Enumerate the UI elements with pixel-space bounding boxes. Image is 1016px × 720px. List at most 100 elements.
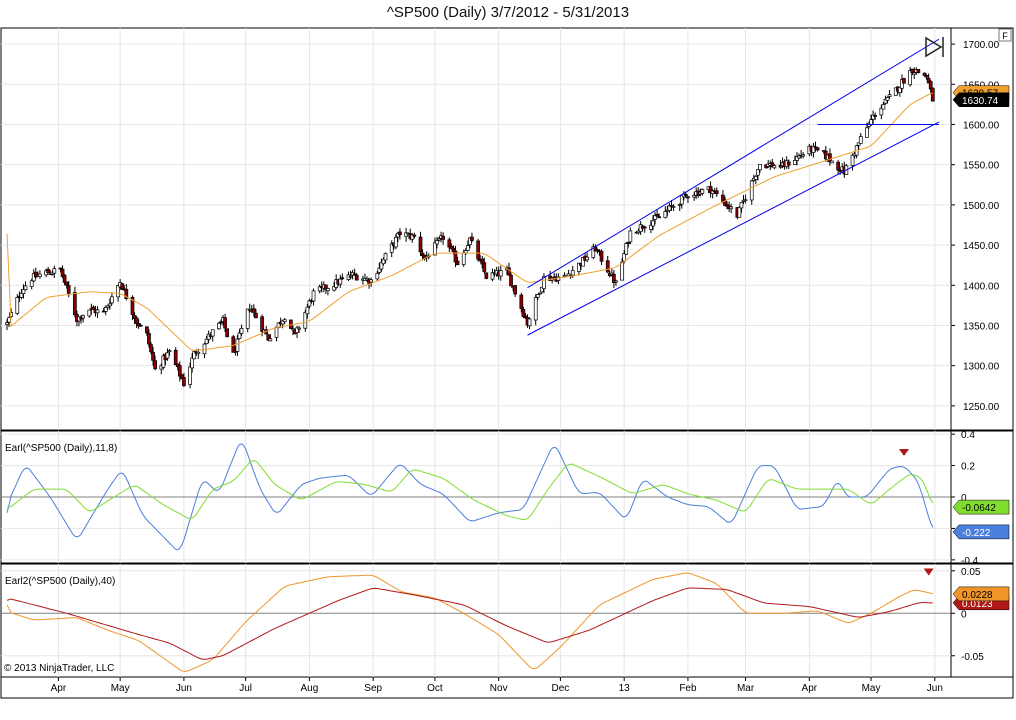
candle [210,329,215,342]
candle [38,270,42,279]
candle-body [223,317,227,329]
candle-body [642,226,647,229]
series-b-value-badge-text: 0.0123 [962,599,993,610]
candle-body [420,252,425,257]
candle [132,312,137,325]
candle-body [375,273,380,280]
candle-body [177,365,182,377]
panel-frames [0,27,1014,699]
candle [375,270,380,282]
candle [540,286,544,294]
candle [710,189,715,199]
candle [468,237,472,249]
candle [513,284,517,297]
candle-body [33,271,38,278]
candle [124,284,129,301]
x-tick-label: Aug [301,683,319,694]
candle-body [865,127,869,138]
candle-body [324,284,328,290]
candle-body [830,160,834,164]
candle [147,329,151,348]
candle [753,175,758,185]
candle [663,206,668,219]
candle-body [535,294,540,298]
candle [669,200,674,211]
candle-body [657,216,662,219]
candle [437,236,441,242]
down-triangle-icon [923,568,934,576]
candle [657,213,662,219]
x-tick-label: Dec [552,683,570,694]
candle-body [527,318,532,327]
candle [311,288,316,306]
candle-body [620,261,624,281]
x-tick-label: Nov [490,683,508,694]
candle-body [813,146,818,149]
candle [749,179,754,205]
y-tick-label: 0.2 [961,462,975,473]
candle-body [235,338,240,352]
y-tick-label: 0.4 [961,430,975,441]
candle [62,273,67,286]
candle [708,181,713,198]
candle-body [708,186,713,194]
x-tick-label: Apr [51,683,67,694]
candle-body [447,239,452,248]
x-tick-label: Apr [802,683,818,694]
candle-body [182,377,186,386]
candle-body [684,194,688,196]
candle-body [480,258,485,265]
x-tick-label: Jun [927,683,943,694]
candle [182,372,186,388]
x-tick-label: May [862,683,881,694]
candle [161,353,166,370]
candle-body [679,195,684,205]
scroll-to-end-icon[interactable] [925,36,944,58]
candle-body [108,303,112,307]
candle [21,284,26,299]
candle-body [537,292,542,295]
candle-body [87,309,92,317]
candle [219,319,223,325]
candle [295,325,299,338]
close-value-badge-text: 1630.74 [962,96,999,107]
candle [729,203,734,214]
candle [653,212,657,225]
candle-body [79,317,83,320]
candle-body [383,253,388,261]
candle-body [173,349,178,366]
candle [231,334,236,353]
candle-body [463,250,468,254]
candle-body [326,288,330,292]
candle-body [881,104,886,110]
candle-body [136,323,141,327]
candle-body [110,296,114,304]
candle [204,335,209,345]
candle-body [60,268,65,277]
panel-frame [0,27,1014,431]
candle-body [669,205,674,207]
candle [151,347,155,366]
candle-body [873,115,878,117]
x-tick-label: May [111,683,130,694]
candle-body [570,270,575,276]
candle [307,298,312,309]
candle-body [62,274,67,283]
candle [542,273,546,294]
candle [165,348,170,361]
candle-body [743,199,748,202]
candle-body [165,352,170,359]
candle-body [66,285,71,294]
candle [756,169,760,181]
f-button[interactable]: F [998,28,1012,42]
candle [252,304,256,317]
candle-body [723,199,727,206]
candle [377,262,382,275]
candle [268,333,273,342]
candle [134,316,139,329]
candle-body [756,169,760,176]
candle [95,306,100,318]
candle-body [46,269,50,274]
candle-body [204,338,209,344]
series-a-value-badge-text: 0.0228 [962,590,993,601]
